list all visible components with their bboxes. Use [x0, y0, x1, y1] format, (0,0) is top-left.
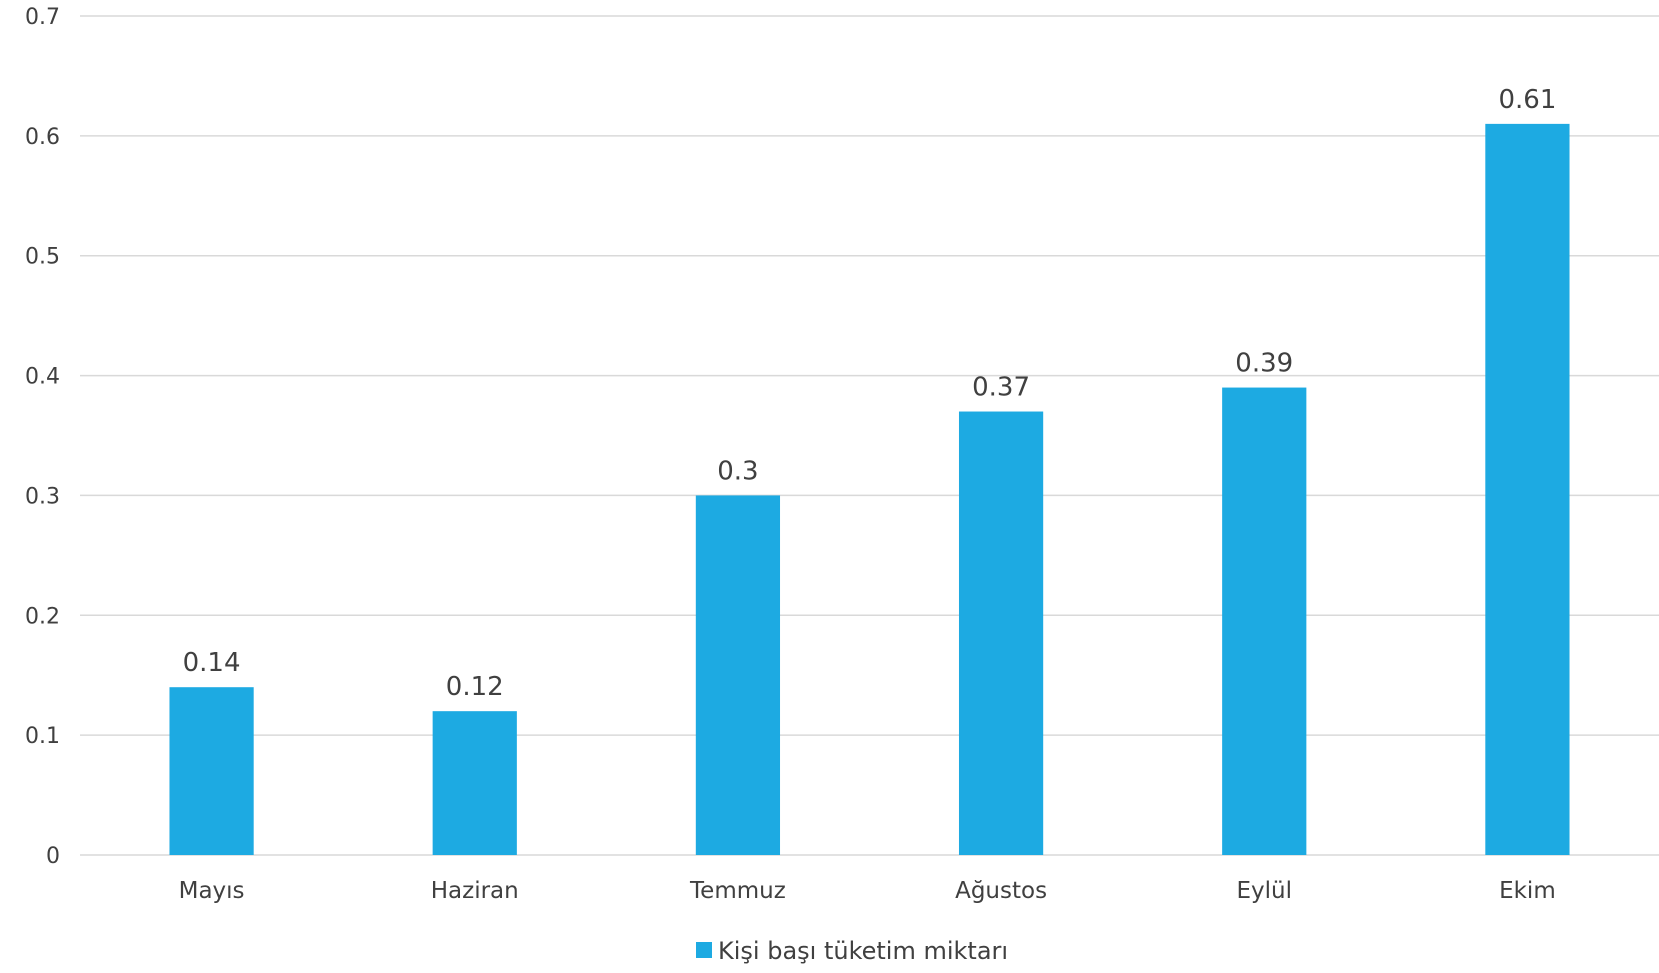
bar	[432, 711, 517, 855]
legend-swatch	[696, 942, 712, 958]
bar	[695, 495, 781, 855]
gridlines	[80, 15, 1659, 856]
y-tick-label: 0.6	[25, 125, 60, 150]
data-label: 0.3	[717, 456, 758, 486]
y-axis-tick-labels: 0 0.1 0.2 0.3 0.4 0.5 0.6 0.7	[25, 5, 60, 869]
category-label: Eylül	[1236, 878, 1292, 904]
category-label: Mayıs	[179, 878, 245, 904]
data-label: 0.14	[183, 648, 241, 678]
legend-label: Kişi başı tüketim miktarı	[718, 937, 1008, 965]
data-label: 0.37	[972, 373, 1030, 403]
category-label: Ağustos	[955, 878, 1047, 904]
category-label: Ekim	[1499, 878, 1556, 904]
y-tick-label: 0	[46, 844, 60, 869]
data-labels: 0.14 0.12 0.3 0.37 0.39 0.61	[183, 85, 1557, 702]
y-tick-label: 0.1	[25, 724, 60, 749]
category-label: Temmuz	[689, 878, 786, 904]
data-label: 0.61	[1498, 85, 1556, 115]
y-tick-label: 0.2	[25, 604, 60, 629]
data-label: 0.39	[1235, 349, 1293, 379]
bar	[169, 687, 254, 855]
bars	[169, 123, 1570, 855]
bar	[1222, 387, 1307, 855]
y-tick-label: 0.3	[25, 484, 60, 509]
y-tick-label: 0.4	[25, 365, 60, 390]
data-label: 0.12	[446, 672, 504, 702]
y-tick-label: 0.5	[25, 245, 60, 270]
bar	[1485, 123, 1570, 855]
bar	[958, 411, 1044, 855]
x-axis-category-labels: Mayıs Haziran Temmuz Ağustos Eylül Ekim	[179, 878, 1556, 904]
y-tick-label: 0.7	[25, 5, 60, 30]
legend: Kişi başı tüketim miktarı	[696, 937, 1008, 965]
category-label: Haziran	[431, 878, 519, 904]
